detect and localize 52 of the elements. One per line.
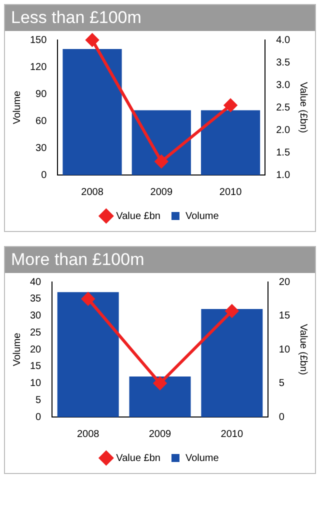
y2-tick-label: 20 bbox=[278, 276, 290, 288]
x-tick-label: 2009 bbox=[150, 186, 173, 198]
y-tick-label: 15 bbox=[30, 361, 42, 372]
y-tick-label: 25 bbox=[30, 327, 42, 338]
bar bbox=[201, 309, 263, 417]
y2-tick-label: 5 bbox=[278, 378, 285, 389]
chart-title: Less than £100m bbox=[5, 5, 315, 31]
chart-title: More than £100m bbox=[5, 247, 315, 273]
x-tick-label: 2008 bbox=[81, 186, 104, 198]
legend-label: Volume bbox=[185, 452, 220, 464]
point bbox=[82, 292, 95, 306]
point bbox=[224, 98, 238, 112]
y2-tick-label: 10 bbox=[278, 344, 290, 356]
legend-label: Value £bn bbox=[116, 452, 160, 464]
bar bbox=[129, 376, 191, 417]
y-tick-label: 150 bbox=[30, 34, 48, 46]
y2-tick-label: 4.0 bbox=[276, 34, 290, 46]
x-tick-label: 2010 bbox=[220, 428, 244, 440]
y2-tick-label: 1.5 bbox=[276, 147, 290, 158]
y-tick-label: 30 bbox=[30, 310, 42, 322]
y-axis-title: Volume bbox=[12, 90, 23, 124]
legend-label: Value £bn bbox=[116, 210, 160, 222]
y2-tick-label: 1.0 bbox=[276, 170, 290, 181]
y2-tick-label: 15 bbox=[278, 310, 290, 322]
x-tick-label: 2008 bbox=[76, 428, 100, 440]
point bbox=[154, 376, 166, 390]
point bbox=[225, 304, 238, 318]
y-axis-title: Volume bbox=[12, 332, 23, 366]
y-tick-label: 90 bbox=[36, 88, 48, 100]
y-tick-label: 120 bbox=[30, 62, 48, 73]
legend-label: Volume bbox=[185, 210, 220, 222]
y-tick-label: 0 bbox=[41, 170, 48, 181]
bar bbox=[57, 292, 119, 417]
point bbox=[154, 155, 168, 168]
point bbox=[86, 34, 99, 46]
y-tick-label: 20 bbox=[30, 344, 42, 356]
y-tick-label: 60 bbox=[36, 116, 48, 127]
y-tick-label: 0 bbox=[36, 412, 42, 423]
y2-tick-label: 3.0 bbox=[276, 80, 290, 91]
y2-tick-label: 2.5 bbox=[276, 102, 290, 114]
y2-axis-title: Value (£bn) bbox=[297, 324, 308, 375]
y2-axis-title: Value (£bn) bbox=[297, 82, 308, 133]
x-tick-label: 2010 bbox=[219, 186, 242, 198]
y-tick-label: 35 bbox=[30, 294, 42, 305]
y-tick-label: 30 bbox=[36, 142, 48, 154]
y-tick-label: 40 bbox=[30, 276, 42, 288]
x-tick-label: 2009 bbox=[148, 428, 172, 440]
y2-tick-label: 0 bbox=[278, 412, 285, 423]
y2-tick-label: 3.5 bbox=[276, 57, 290, 68]
y2-tick-label: 2.0 bbox=[276, 124, 290, 136]
y-tick-label: 10 bbox=[30, 378, 42, 389]
y-tick-label: 5 bbox=[36, 394, 42, 406]
